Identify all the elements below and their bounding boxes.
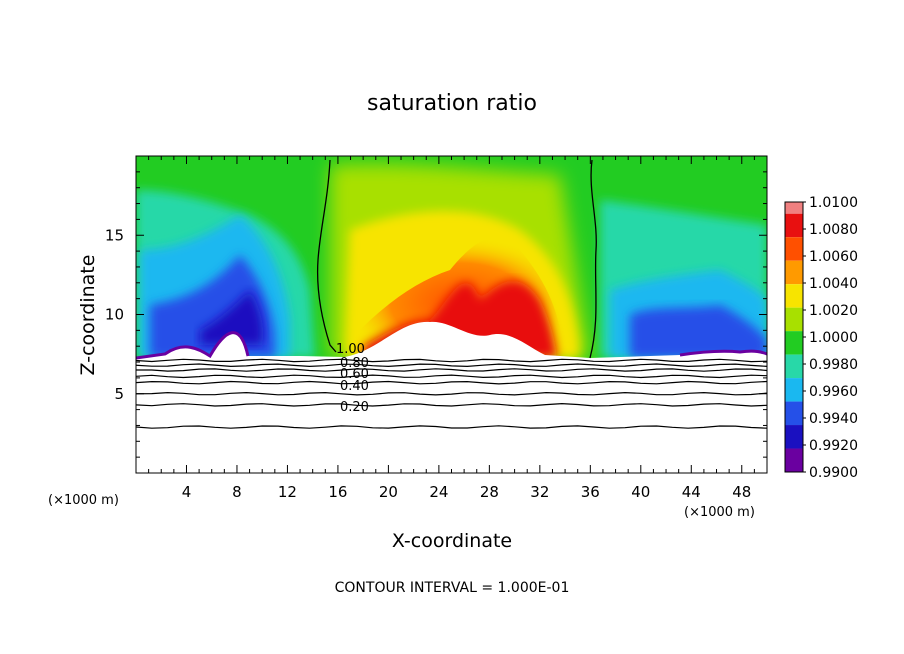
colorbar-swatch — [785, 401, 803, 426]
z-tick-label: 15 — [105, 226, 124, 244]
x-tick-label: 16 — [328, 483, 347, 501]
contour-line — [136, 391, 767, 396]
contour-label-0.2: 0.20 — [340, 400, 369, 415]
contour-label-0.4: 0.40 — [340, 379, 369, 394]
contour-interval-footer: CONTOUR INTERVAL = 1.000E-01 — [335, 580, 570, 596]
contour-line — [136, 425, 767, 429]
colorbar-label: 1.0080 — [809, 222, 858, 238]
region-purple-edge — [136, 331, 767, 360]
x-axis: 4 8 12 16 20 24 28 32 36 40 44 48 — [148, 156, 755, 501]
z-axis-title: Z-coordinate — [77, 255, 99, 376]
z-axis: 5 10 15 — [105, 171, 767, 458]
x-tick-label: 24 — [429, 483, 448, 501]
z-tick-label: 5 — [114, 385, 124, 403]
colorbar-label: 0.9960 — [809, 384, 858, 400]
colorbar-swatch — [785, 260, 803, 285]
x-tick-label: 4 — [182, 483, 192, 501]
x-tick-label: 28 — [480, 483, 499, 501]
colorbar-label: 1.0020 — [809, 303, 858, 319]
colorbar-label: 1.0060 — [809, 249, 858, 265]
contour-labels: 1.00 0.80 0.60 0.40 0.20 — [336, 342, 369, 415]
x-tick-label: 48 — [732, 483, 751, 501]
colorbar-swatch — [785, 378, 803, 402]
x-tick-label: 40 — [631, 483, 650, 501]
contour-line — [136, 358, 767, 363]
x-unit-label-left: (×1000 m) — [48, 493, 119, 508]
x-tick-label: 20 — [379, 483, 398, 501]
x-tick-label: 8 — [232, 483, 242, 501]
x-tick-label: 32 — [530, 483, 549, 501]
colorbar-label: 1.0000 — [809, 330, 858, 346]
colorbar-swatch — [785, 213, 803, 238]
colorbar-swatch — [785, 354, 803, 379]
contour-line — [136, 374, 767, 379]
colorbar-label: 1.0100 — [809, 195, 858, 211]
contour-line — [136, 380, 767, 385]
contour-line — [136, 363, 767, 368]
colorbar-swatch — [785, 307, 803, 332]
colorbar-label: 1.0040 — [809, 276, 858, 292]
x-axis-title: X-coordinate — [392, 530, 512, 552]
x-tick-label: 36 — [581, 483, 600, 501]
colorbar-swatch — [785, 202, 803, 214]
colorbar-swatch — [785, 237, 803, 261]
chart-title: saturation ratio — [367, 91, 537, 116]
contour-label-0.8: 0.80 — [340, 356, 369, 371]
contour-1-left — [316, 159, 337, 353]
region-blue-right — [630, 305, 767, 358]
region-masked — [136, 321, 767, 473]
x-tick-label: 44 — [682, 483, 701, 501]
contour-1-right — [589, 159, 597, 359]
colorbar-swatch — [785, 331, 803, 355]
colorbar-label: 0.9940 — [809, 411, 858, 427]
colorbar-label: 0.9920 — [809, 438, 858, 454]
region-darkblue-left — [200, 290, 264, 345]
colorbar: 1.0100 1.0080 1.0060 1.0040 1.0020 1.0000 0.99… — [784, 195, 858, 481]
colorbar-swatch — [785, 448, 803, 472]
x-unit-label-right: (×1000 m) — [684, 505, 755, 520]
z-tick-label: 10 — [105, 306, 124, 324]
colorbar-swatch — [785, 284, 803, 308]
x-tick-label: 12 — [278, 483, 297, 501]
colorbar-swatch — [785, 425, 803, 449]
plot-field — [136, 156, 767, 473]
contour-line — [136, 368, 767, 372]
colorbar-label: 0.9980 — [809, 357, 858, 373]
contour-line — [136, 402, 767, 407]
contour-label-1: 1.00 — [336, 342, 365, 357]
contour-label-0.6: 0.60 — [340, 367, 369, 382]
contour-lines — [136, 358, 767, 429]
colorbar-label: 0.9900 — [809, 465, 858, 481]
